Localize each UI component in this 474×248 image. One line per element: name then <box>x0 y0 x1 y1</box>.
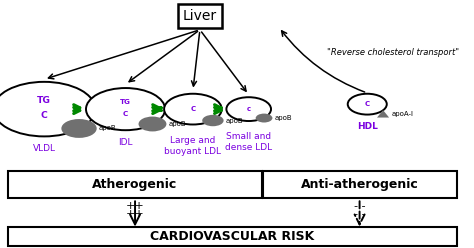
Text: "Reverse cholesterol transport": "Reverse cholesterol transport" <box>327 48 459 57</box>
Polygon shape <box>377 110 389 118</box>
Text: IDL: IDL <box>118 138 133 147</box>
Text: apoB: apoB <box>169 121 186 127</box>
Circle shape <box>348 94 387 115</box>
Circle shape <box>255 114 273 123</box>
Text: ++: ++ <box>126 209 145 219</box>
Text: VLDL: VLDL <box>33 144 55 153</box>
Text: C: C <box>123 111 128 117</box>
Text: apoB: apoB <box>99 125 117 131</box>
Text: - -: - - <box>354 209 365 219</box>
Text: Anti-atherogenic: Anti-atherogenic <box>301 178 419 191</box>
Text: Liver: Liver <box>183 9 217 23</box>
Text: Small and
dense LDL: Small and dense LDL <box>225 132 272 152</box>
Text: C: C <box>41 111 47 121</box>
Text: apoB: apoB <box>275 115 292 121</box>
Text: TG: TG <box>120 99 131 105</box>
Text: ++: ++ <box>126 201 145 211</box>
Text: CARDIOVASCULAR RISK: CARDIOVASCULAR RISK <box>150 230 315 243</box>
Text: C: C <box>365 101 370 107</box>
FancyBboxPatch shape <box>9 171 262 198</box>
Circle shape <box>227 97 271 121</box>
Text: - -: - - <box>354 201 365 211</box>
Text: HDL: HDL <box>357 122 378 131</box>
Text: C: C <box>191 106 195 112</box>
Circle shape <box>0 82 95 136</box>
Text: TG: TG <box>37 96 51 105</box>
Text: apoA-I: apoA-I <box>392 111 413 117</box>
Circle shape <box>138 117 166 131</box>
Text: apoB: apoB <box>226 118 244 124</box>
Text: Atherogenic: Atherogenic <box>92 178 178 191</box>
Circle shape <box>202 115 224 126</box>
Text: c: c <box>246 106 251 112</box>
Circle shape <box>61 119 97 138</box>
Text: Large and
buoyant LDL: Large and buoyant LDL <box>164 136 221 156</box>
FancyBboxPatch shape <box>263 171 456 198</box>
FancyBboxPatch shape <box>9 227 456 246</box>
Circle shape <box>164 94 222 124</box>
Circle shape <box>86 88 165 130</box>
